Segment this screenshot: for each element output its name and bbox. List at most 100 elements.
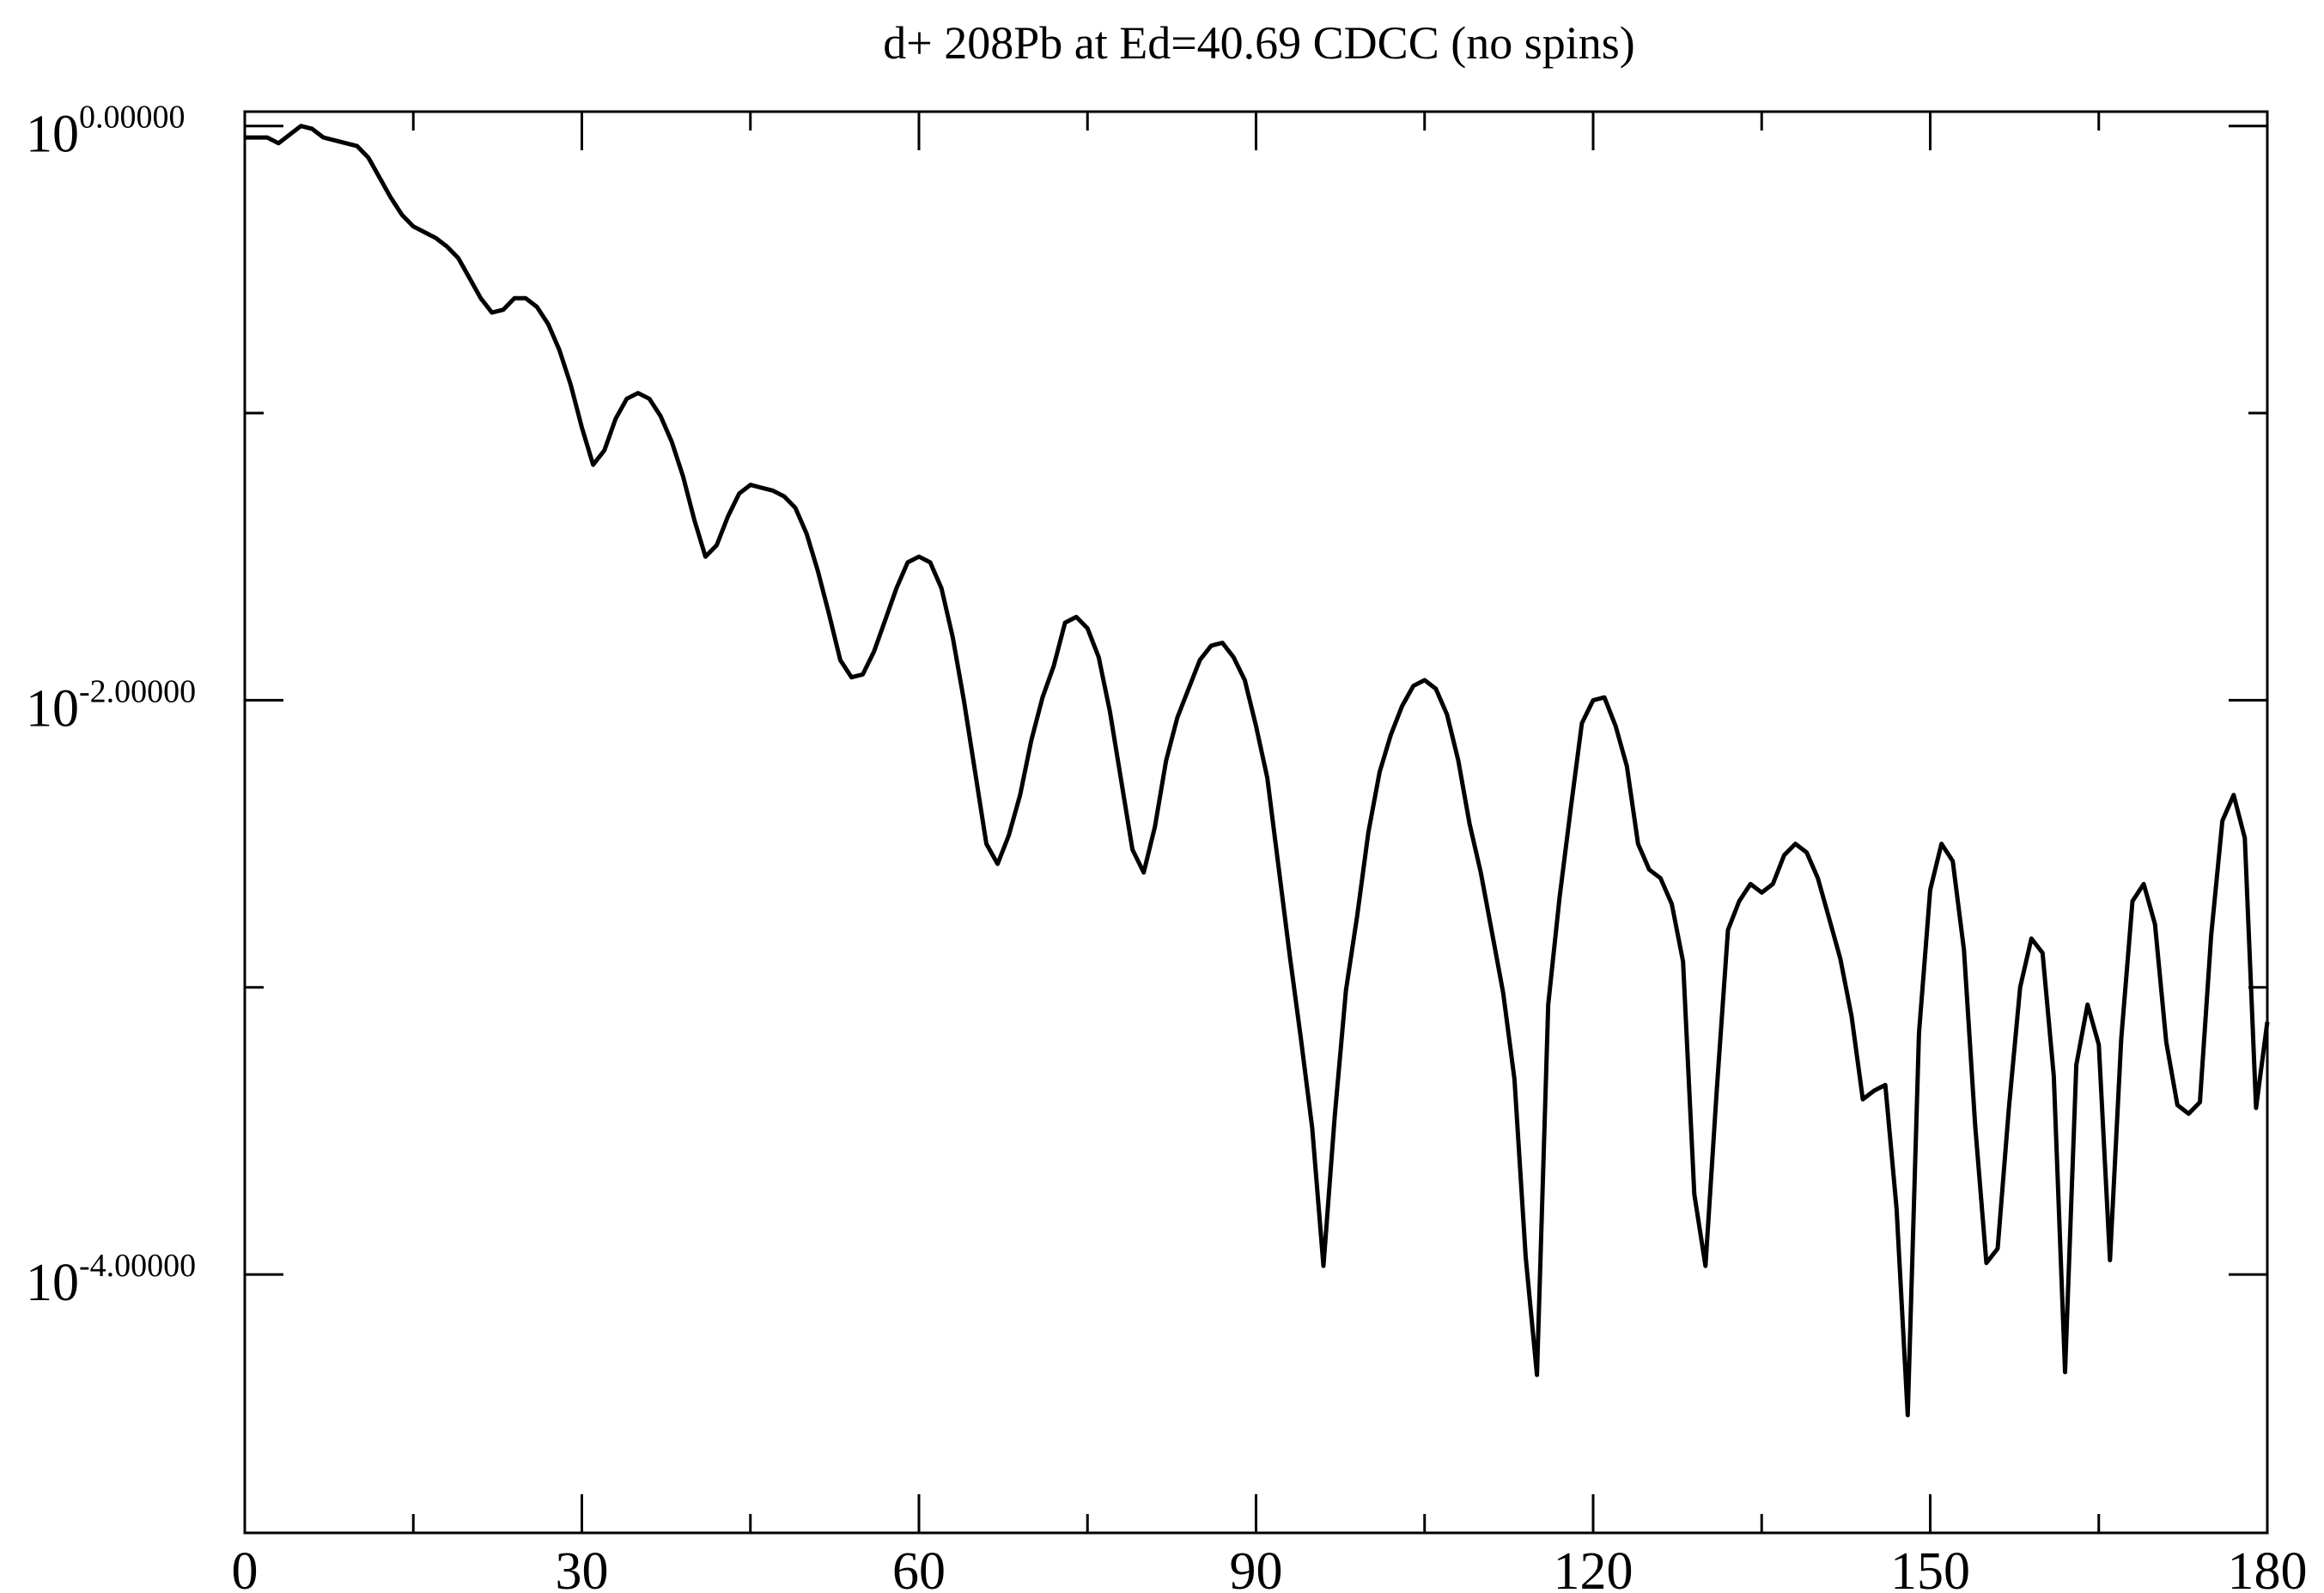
data-point — [1120, 779, 1123, 782]
data-point — [670, 441, 673, 444]
data-point — [1266, 776, 1269, 780]
data-point — [569, 383, 572, 386]
data-point — [895, 587, 898, 590]
data-point — [692, 518, 696, 521]
data-point — [1322, 1264, 1325, 1268]
data-point — [1299, 1037, 1303, 1041]
data-point — [2254, 1106, 2258, 1110]
data-point — [1951, 860, 1955, 863]
data-point — [1647, 868, 1651, 872]
data-point — [2086, 1003, 2090, 1006]
data-point — [1828, 917, 1831, 921]
data-point — [502, 308, 505, 312]
data-point — [884, 618, 887, 622]
data-point — [1794, 842, 1798, 846]
data-point — [1355, 914, 1359, 917]
data-point — [727, 514, 730, 518]
data-point — [1760, 891, 1763, 894]
data-point — [322, 136, 325, 139]
data-point — [1243, 678, 1246, 682]
data-point — [873, 650, 876, 654]
data-point — [1209, 644, 1213, 648]
data-point — [940, 587, 943, 590]
data-point — [760, 486, 764, 489]
data-point — [1940, 842, 1944, 846]
data-point — [1311, 1127, 1314, 1130]
data-point — [423, 230, 426, 234]
data-point — [1412, 684, 1415, 688]
data-point — [446, 245, 449, 248]
data-point — [1749, 882, 1752, 885]
data-point — [1704, 1264, 1707, 1268]
data-point — [2007, 1106, 2011, 1110]
data-point — [400, 213, 404, 216]
data-point — [479, 296, 483, 300]
data-point — [1682, 960, 1685, 964]
data-point — [1074, 615, 1078, 618]
data-point — [1625, 764, 1628, 768]
data-point — [794, 506, 797, 509]
y-tick-label: 10-4.00000 — [26, 1248, 196, 1312]
data-point — [2075, 1063, 2078, 1067]
data-point — [1468, 822, 1471, 825]
data-point — [378, 176, 381, 179]
data-point — [2187, 1112, 2190, 1116]
data-point — [1063, 621, 1067, 624]
data-point — [2175, 1104, 2179, 1107]
data-point — [1512, 1078, 1516, 1081]
data-point — [581, 426, 584, 429]
data-point — [1636, 842, 1640, 846]
data-point — [2164, 1040, 2168, 1043]
data-point — [1007, 834, 1011, 837]
data-point — [524, 296, 527, 300]
data-point — [1580, 721, 1584, 725]
data-point — [2199, 1101, 2202, 1104]
data-point — [2210, 934, 2213, 938]
data-point — [1255, 725, 1258, 728]
data-point — [243, 136, 246, 139]
data-point — [1782, 854, 1786, 857]
data-point — [1839, 957, 1842, 960]
data-point — [277, 142, 280, 145]
data-point — [1962, 948, 1966, 952]
data-point — [1176, 716, 1179, 720]
data-point — [557, 349, 561, 352]
data-point — [2142, 882, 2145, 885]
data-point — [1434, 687, 1438, 690]
data-point — [2153, 922, 2157, 926]
data-point — [1142, 871, 1146, 874]
data-point — [1737, 899, 1741, 903]
x-tick-label: 30 — [556, 1542, 609, 1593]
data-point — [468, 277, 471, 280]
data-point — [1715, 1089, 1719, 1092]
data-points — [243, 125, 2269, 1417]
data-point — [827, 612, 830, 616]
data-point — [2131, 899, 2134, 903]
data-point — [2232, 793, 2236, 797]
x-tick-label: 180 — [2228, 1542, 2308, 1593]
data-point — [2052, 1074, 2055, 1078]
data-point — [490, 311, 494, 314]
data-point — [962, 698, 965, 702]
data-point — [535, 305, 538, 308]
tick-marks — [243, 112, 2269, 1533]
data-point — [2097, 1043, 2101, 1047]
data-point — [1536, 1373, 1539, 1377]
data-point — [2221, 819, 2224, 823]
y-tick-label: 100.00000 — [26, 100, 186, 164]
data-point — [1985, 1262, 1988, 1265]
data-point — [928, 561, 932, 564]
data-point — [1445, 713, 1449, 716]
data-point — [1974, 1123, 1977, 1127]
data-point — [648, 397, 651, 400]
data-point — [1187, 687, 1190, 690]
data-point — [805, 532, 808, 536]
chart-title: d+ 208Pb at Ed=40.69 CDCC (no spins) — [883, 17, 1634, 69]
data-point — [996, 862, 1000, 866]
data-point — [1659, 877, 1663, 880]
data-point — [1366, 830, 1370, 834]
data-point — [299, 125, 302, 128]
data-point — [1996, 1247, 1999, 1250]
data-point — [1906, 1414, 1909, 1417]
data-point — [1019, 793, 1022, 797]
